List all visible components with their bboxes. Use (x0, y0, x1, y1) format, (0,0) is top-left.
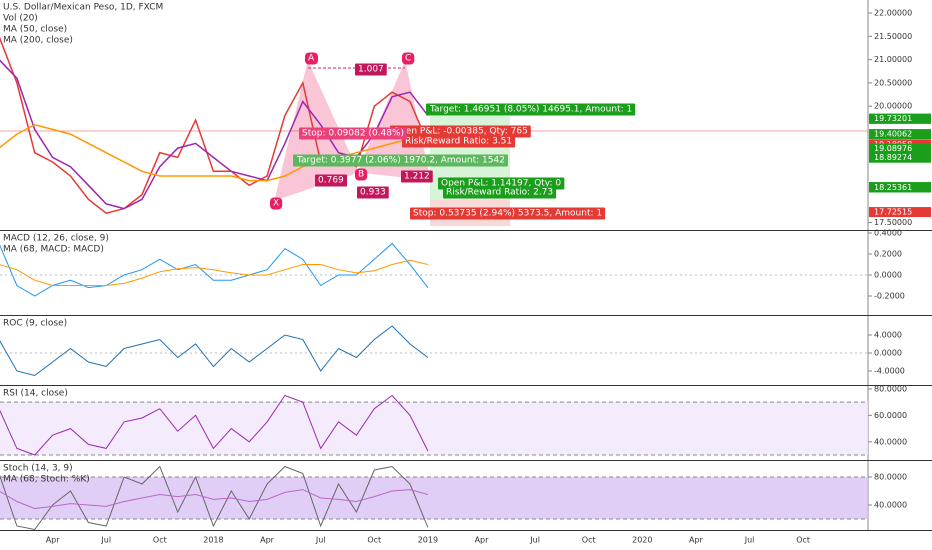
x-tick-label: 2020 (632, 536, 652, 545)
y-tick-label: 21.50000 (874, 32, 912, 41)
annotation: 0.933 (360, 188, 386, 198)
legend-label: MA (68, Stoch: %K) (3, 475, 90, 485)
series-line (0, 394, 429, 456)
price-tag (869, 113, 931, 124)
annotation: Open P&L: 1.14197, Qty: 0 (441, 179, 561, 189)
annotation-box (355, 168, 368, 181)
series-line (0, 124, 429, 182)
legend-label: Vol (20) (3, 14, 38, 24)
y-tick-label: 0.4000 (874, 228, 902, 237)
legend-label: U.S. Dollar/Mexican Peso, 1D, FXCM (3, 3, 163, 13)
y-tick-label: 40.0000 (874, 437, 907, 446)
series-line (0, 36, 429, 215)
x-tick-label: Apr (689, 536, 704, 545)
annotation: Open P&L: -0.00385, Qty: 765 (393, 127, 528, 137)
legend-label: MACD (12, 26, close, 9) (3, 234, 109, 244)
annotation-box (357, 186, 389, 199)
y-tick-label: 20.00000 (874, 102, 912, 111)
annotation-box (355, 63, 387, 76)
legend-label: RSI (14, close) (3, 389, 68, 399)
price-tag (869, 182, 931, 193)
annotation: A (308, 54, 315, 64)
annotation-box (443, 186, 557, 199)
x-tick-label: Oct (582, 536, 596, 545)
series-line (0, 242, 429, 297)
annotation-box (315, 174, 348, 187)
legend-label: MA (50, close) (3, 25, 67, 35)
price-tag (869, 207, 931, 218)
annotation: 1.007 (358, 65, 384, 75)
y-tick-label: 60.0000 (874, 411, 907, 420)
legend-label: MA (200, close) (3, 36, 73, 46)
series-line (0, 325, 429, 377)
annotation-box (299, 127, 408, 140)
series-line (0, 465, 429, 531)
annotation: C (405, 54, 411, 64)
band (0, 402, 868, 455)
y-tick-label: 20.50000 (874, 78, 912, 87)
x-tick-label: Apr (475, 536, 490, 545)
annotation: Stop: 0.53735 (2.94%) 5373.5, Amount: 1 (413, 209, 602, 219)
price-tag (869, 129, 931, 140)
y-tick-label: 22.00000 (874, 9, 912, 18)
legend-label: ROC (9, close) (3, 319, 67, 329)
y-tick-label: 17.50000 (874, 218, 912, 227)
series-line (0, 489, 429, 510)
y-tick-label: 4.0000 (874, 330, 902, 339)
x-tick-label: 2018 (203, 536, 223, 545)
y-tick-label: 80.0000 (874, 473, 907, 482)
x-tick-label: Jul (529, 536, 540, 545)
y-tick-label: 0.0000 (874, 348, 902, 357)
annotation: Target: 0.3977 (2.06%) 1970.2, Amount: 1… (296, 156, 505, 166)
x-tick-label: Jul (744, 536, 755, 545)
price-axis: 22.00000 21.50000 21.00000 20.50000 20.00000… (874, 9, 912, 510)
y-tick-label: 80.0000 (874, 384, 907, 393)
x-tick-label: Oct (153, 536, 167, 545)
annotation: Risk/Reward Ratio: 3.51 (405, 137, 512, 147)
price-tag-label: 19.08976 (874, 144, 912, 153)
x-tick-label: Oct (367, 536, 381, 545)
series-line (0, 259, 429, 286)
annotation: B (358, 170, 364, 180)
band (0, 477, 868, 520)
annotation-box (390, 125, 531, 138)
annotation-box (410, 207, 606, 220)
annotation: 1.212 (404, 172, 430, 182)
y-tick-label: 0.0000 (874, 270, 902, 279)
annotation-box (305, 52, 318, 65)
price-tag-label: 17.72515 (874, 208, 912, 217)
annotation-box (293, 154, 508, 167)
y-tick-label: 40.0000 (874, 501, 907, 510)
annotation: Stop: 0.09082 (0.48%) (302, 129, 404, 139)
pattern-bcd (357, 60, 431, 181)
annotation: X (273, 199, 279, 209)
price-tag-label: 18.89274 (874, 153, 912, 162)
x-tick-label: Apr (260, 536, 275, 545)
annotation: Risk/Reward Ratio: 2.73 (446, 188, 553, 198)
x-tick-label: Apr (46, 536, 61, 545)
annotation: Target: 1.46951 (8.05%) 14695.1, Amount:… (429, 105, 632, 115)
annotation-box (401, 170, 433, 183)
annotation: 0.769 (318, 176, 344, 186)
x-tick-label: Jul (315, 536, 326, 545)
price-tag-label: 18.25361 (874, 183, 912, 192)
price-tag (869, 143, 931, 154)
y-tick-label: -4.0000 (874, 367, 905, 376)
price-tag-label: 19.40062 (874, 130, 912, 139)
annotation-box (402, 135, 516, 148)
price-tag (869, 152, 931, 163)
y-tick-label: 0.2000 (874, 249, 902, 258)
annotation-box (402, 52, 415, 65)
annotation-box (426, 103, 636, 116)
x-tick-label: Oct (796, 536, 810, 545)
y-tick-label: -0.2000 (874, 291, 905, 300)
legend-label: Stoch (14, 3, 9) (3, 464, 73, 474)
legend-label: MA (68, MACD: MACD) (3, 245, 104, 255)
y-tick-label: 21.00000 (874, 55, 912, 64)
price-tag-label: 19.73201 (874, 114, 912, 123)
x-tick-label: Jul (100, 536, 111, 545)
annotation-box (270, 197, 283, 210)
x-tick-label: 2019 (418, 536, 438, 545)
